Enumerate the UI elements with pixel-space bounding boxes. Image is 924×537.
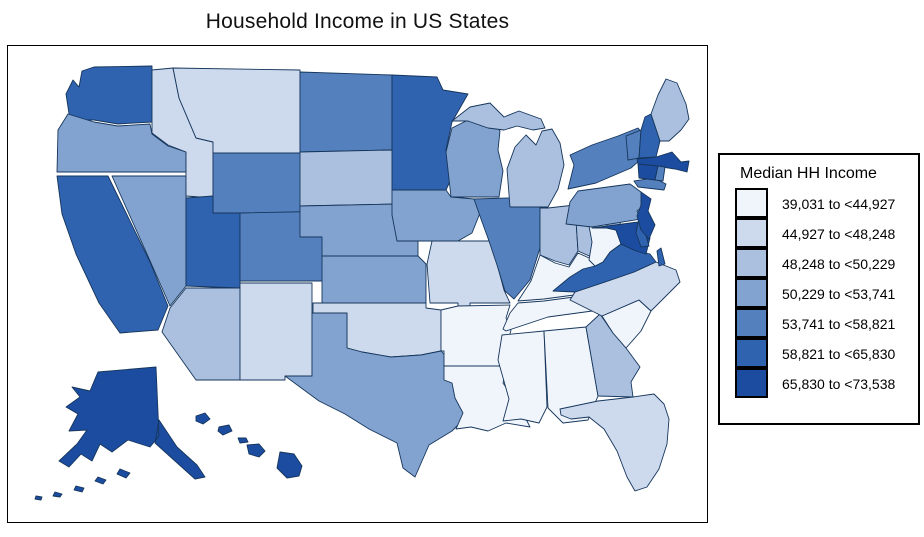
- state-nj: [636, 191, 656, 240]
- legend-rows: 39,031 to <44,927 44,927 to <48,248 48,248…: [720, 188, 918, 399]
- legend-row: 48,248 to <50,229: [735, 248, 918, 279]
- state-me: [650, 78, 690, 142]
- legend-row: 58,821 to <65,830: [735, 338, 918, 369]
- state-ri: [654, 165, 666, 182]
- state-ca: [56, 175, 169, 334]
- chart-title: Household Income in US States: [205, 10, 510, 33]
- state-ak: [34, 366, 206, 501]
- state-nm: [239, 282, 313, 381]
- legend-swatch-bin-5: [735, 308, 768, 338]
- state-sd: [299, 149, 398, 207]
- legend-row: 53,741 to <58,821: [735, 308, 918, 339]
- state-mi: [451, 102, 565, 208]
- state-nd: [299, 71, 393, 153]
- legend-label: 58,821 to <65,830: [782, 346, 896, 362]
- state-wy: [212, 152, 303, 214]
- legend-label: 50,229 to <53,741: [782, 286, 896, 302]
- legend: Median HH Income 39,031 to <44,927 44,927…: [718, 153, 920, 425]
- legend-title: Median HH Income: [740, 165, 877, 182]
- legend-swatch-bin-1: [735, 188, 768, 218]
- legend-row: 50,229 to <53,741: [735, 278, 918, 309]
- legend-swatch-bin-4: [735, 278, 768, 308]
- state-pa: [565, 183, 646, 228]
- legend-row: 44,927 to <48,248: [735, 218, 918, 249]
- us-states-map: [34, 65, 690, 501]
- state-nv: [111, 175, 187, 307]
- state-wa: [65, 65, 153, 125]
- state-hi: [195, 412, 303, 479]
- state-ia: [391, 189, 481, 242]
- legend-label: 65,830 to <73,538: [782, 376, 896, 392]
- legend-label: 44,927 to <48,248: [782, 226, 896, 242]
- legend-row: 39,031 to <44,927: [735, 188, 918, 219]
- legend-row: 65,830 to <73,538: [735, 368, 918, 399]
- legend-swatch-bin-3: [735, 248, 768, 278]
- legend-swatch-bin-6: [735, 338, 768, 368]
- legend-swatch-bin-2: [735, 218, 768, 248]
- state-wi: [445, 118, 504, 198]
- legend-label: 53,741 to <58,821: [782, 316, 896, 332]
- legend-label: 48,248 to <50,229: [782, 256, 896, 272]
- legend-swatch-bin-7: [735, 368, 768, 398]
- state-tx: [284, 312, 471, 478]
- state-ct: [637, 163, 659, 181]
- map-panel: [7, 45, 708, 523]
- state-ks: [321, 255, 427, 304]
- state-fl: [559, 393, 670, 492]
- legend-label: 39,031 to <44,927: [782, 196, 896, 212]
